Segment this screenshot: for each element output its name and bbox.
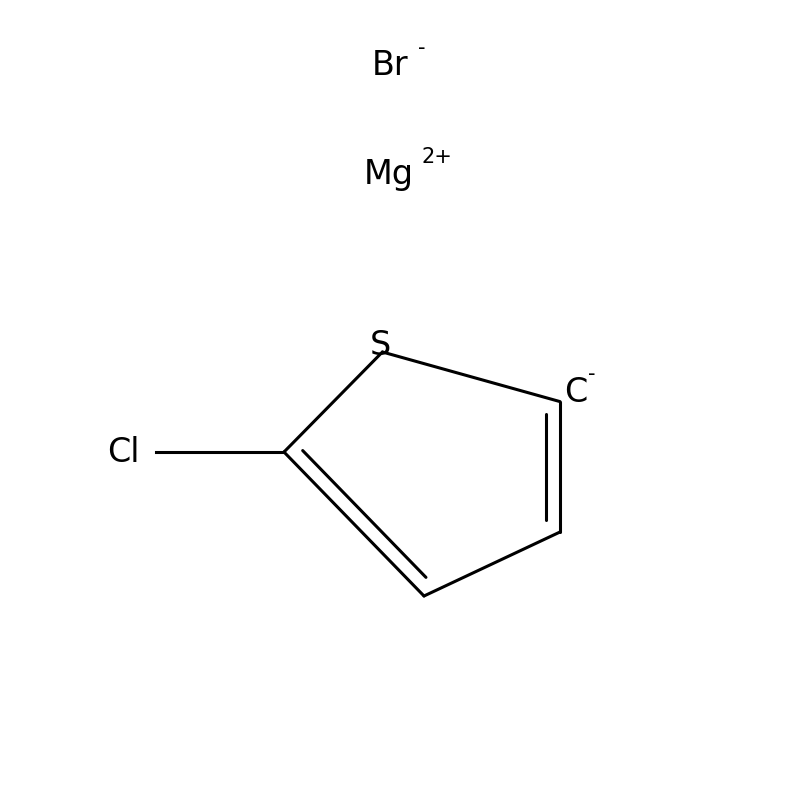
Text: 2+: 2+ — [422, 146, 453, 166]
Text: -: - — [588, 364, 595, 384]
Text: Cl: Cl — [107, 435, 140, 469]
Text: C: C — [564, 375, 587, 409]
Text: Mg: Mg — [364, 158, 414, 191]
Text: -: - — [418, 38, 426, 58]
Text: S: S — [370, 329, 390, 362]
Text: Br: Br — [372, 49, 409, 82]
